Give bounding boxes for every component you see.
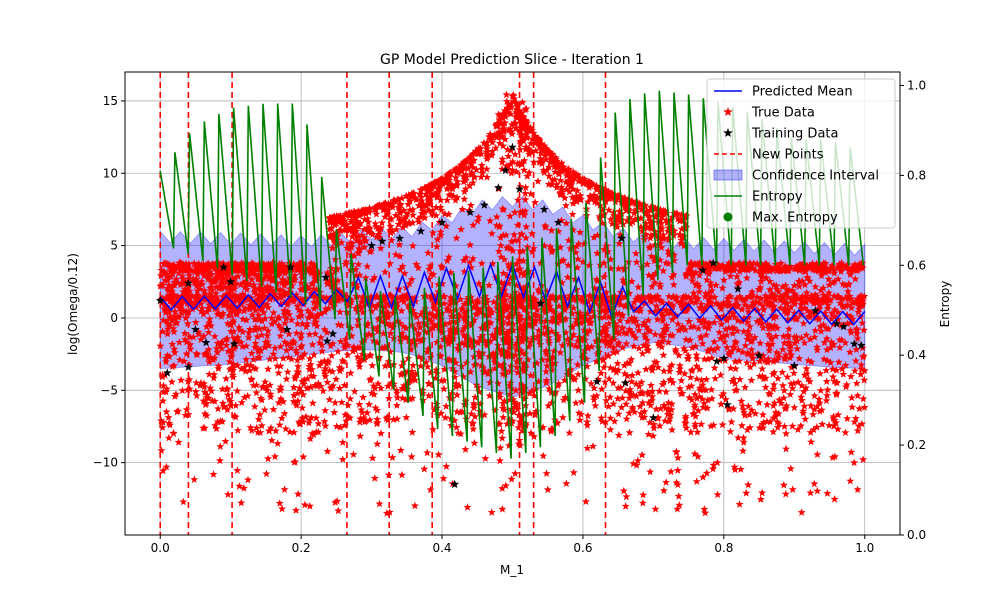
x-tick-label: 0.6 — [573, 541, 592, 555]
x-tick-label: 0.4 — [432, 541, 451, 555]
x-tick-label: 0.8 — [714, 541, 733, 555]
x-tick-label: 0.2 — [292, 541, 311, 555]
x-tick-label: 1.0 — [855, 541, 874, 555]
x-tick-label: 0.0 — [151, 541, 170, 555]
